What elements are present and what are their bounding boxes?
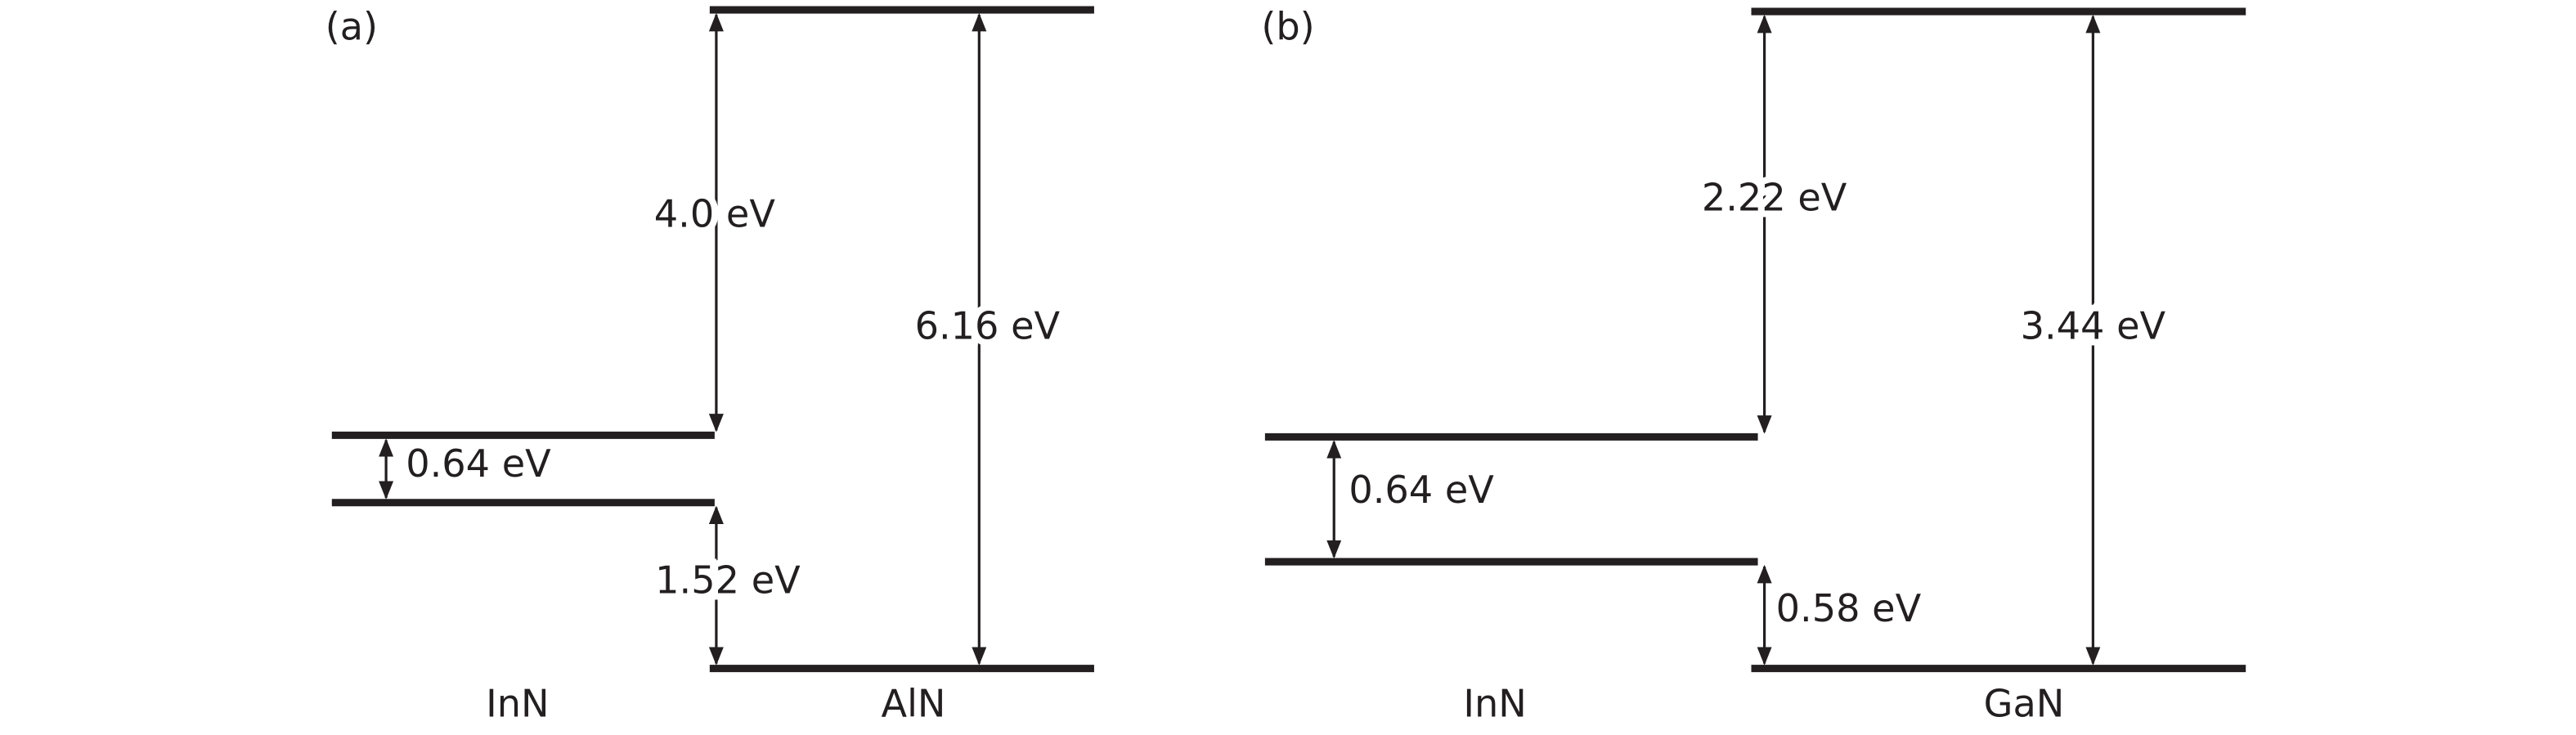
panel-a: (a) 4.0 eV 6.16 eV 0.64 eV 1.52 eV InN A… xyxy=(325,5,1094,725)
material-label: InN xyxy=(486,681,549,725)
gap-label: 0.64 eV xyxy=(1349,468,1494,512)
panel-label: (b) xyxy=(1261,5,1314,49)
offset-label: 0.58 eV xyxy=(1776,586,1922,630)
material-label: AlN xyxy=(881,681,945,725)
offset-label: 1.52 eV xyxy=(655,558,801,603)
panel-b: (b) 2.22 eV 3.44 eV 0.64 eV 0.58 eV InN … xyxy=(1261,5,2246,725)
material-label: GaN xyxy=(1984,681,2065,725)
gap-label: 6.16 eV xyxy=(915,303,1061,347)
material-label: InN xyxy=(1463,681,1526,725)
gap-label: 3.44 eV xyxy=(2021,303,2166,347)
offset-label: 2.22 eV xyxy=(1702,176,1847,220)
gap-label: 0.64 eV xyxy=(406,441,551,486)
panel-label: (a) xyxy=(325,5,378,49)
offset-label: 4.0 eV xyxy=(654,192,776,236)
